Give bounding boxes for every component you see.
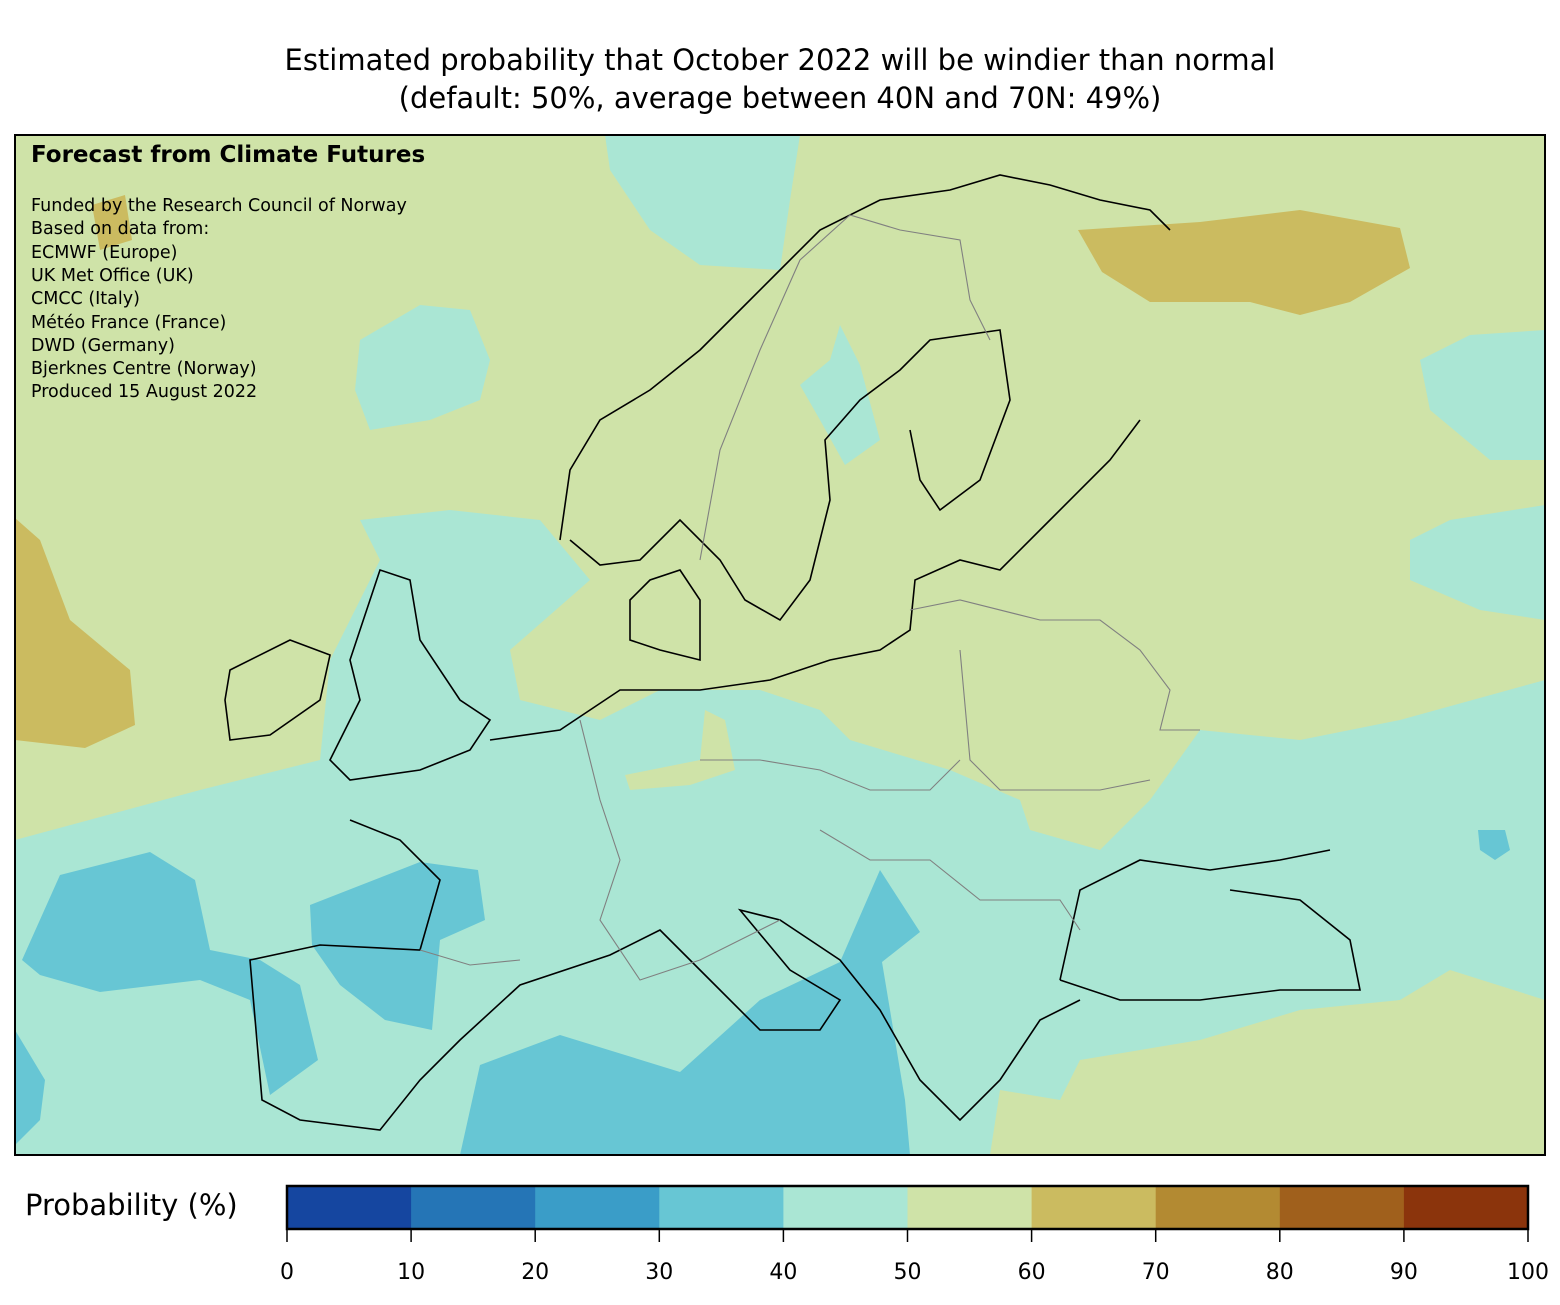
region-40-50-north — [605, 135, 800, 270]
region-30-40-med — [460, 870, 920, 1155]
map-subtitle: (default: 50%, average between 40N and 7… — [398, 81, 1162, 115]
colorbar-tick-label: 20 — [521, 1260, 550, 1285]
colorbar-tick-label: 80 — [1265, 1260, 1294, 1285]
colorbar-tick-label: 90 — [1389, 1260, 1418, 1285]
map-title: Estimated probability that October 2022 … — [284, 43, 1276, 77]
region-50-60-patch — [625, 710, 735, 790]
region-30-40-edge — [15, 1030, 45, 1145]
region-60-70-russia — [1078, 210, 1410, 315]
region-30-40-biscay — [310, 862, 485, 1030]
colorbar-tick-label: 50 — [893, 1260, 922, 1285]
region-30-40-west — [22, 852, 318, 1095]
colorbar-segment — [1403, 1186, 1529, 1229]
colorbar-tick-label: 0 — [280, 1260, 294, 1285]
colorbar-label: Probability (%) — [25, 1188, 238, 1222]
colorbar-segment — [1155, 1186, 1281, 1229]
info-line: Météo France (France) — [31, 312, 227, 333]
colorbar-segment — [1031, 1186, 1157, 1229]
info-heading: Forecast from Climate Futures — [31, 142, 426, 168]
region-30-40-caspian — [1478, 830, 1510, 860]
region-40-50-northeast — [1420, 330, 1545, 460]
region-40-50-east — [1410, 505, 1545, 620]
colorbar-tick-label: 30 — [645, 1260, 674, 1285]
region-40-50-baltic — [800, 325, 880, 465]
colorbar-tick-label: 10 — [397, 1260, 426, 1285]
colorbar-tick-label: 40 — [769, 1260, 798, 1285]
colorbar — [285, 1184, 1530, 1242]
coastlines — [224, 174, 1361, 1131]
info-line: Based on data from: — [31, 219, 210, 240]
colorbar-tick-label: 100 — [1507, 1260, 1549, 1285]
colorbar-segment — [411, 1186, 536, 1229]
colorbar-tick-label: 60 — [1017, 1260, 1046, 1285]
colorbar-segment — [535, 1186, 660, 1229]
info-line: Produced 15 August 2022 — [31, 382, 258, 403]
colorbar-tick-label: 70 — [1141, 1260, 1170, 1285]
region-60-70-small — [92, 195, 132, 250]
info-line: UK Met Office (UK) — [31, 265, 194, 286]
info-line: Funded by the Research Council of Norway — [31, 196, 407, 216]
info-line: ECMWF (Europe) — [31, 242, 178, 263]
info-line: CMCC (Italy) — [31, 289, 140, 310]
colorbar-segment — [287, 1186, 412, 1229]
colorbar-segment — [907, 1186, 1033, 1229]
info-line: DWD (Germany) — [31, 335, 175, 356]
map-frame — [14, 134, 1546, 1156]
colorbar-segment — [1279, 1186, 1405, 1229]
region-60-70-west — [15, 518, 135, 748]
colorbar-segment — [659, 1186, 784, 1229]
region-40-50-atlantic — [355, 305, 490, 430]
colorbar-segment — [783, 1186, 908, 1229]
borders — [419, 214, 1200, 981]
info-line: Bjerknes Centre (Norway) — [31, 359, 257, 380]
